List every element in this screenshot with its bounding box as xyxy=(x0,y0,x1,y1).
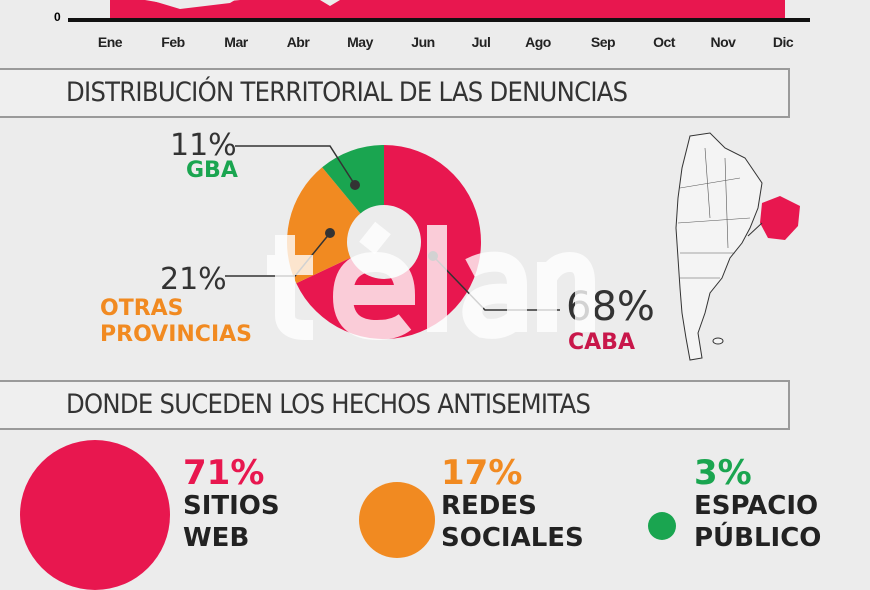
espacio-line1: ESPACIO xyxy=(694,491,819,521)
argentina-map xyxy=(675,132,800,361)
x-tick-label: Oct xyxy=(653,34,675,50)
x-tick-label: Sep xyxy=(590,34,616,50)
section-title: DONDE SUCEDEN LOS HECHOS ANTISEMITAS xyxy=(66,389,591,420)
y-tick-label: 0 xyxy=(54,10,61,24)
leader-dot xyxy=(350,180,360,190)
otras-label: OTRAS PROVINCIAS xyxy=(100,296,253,347)
sitios-line1: SITIOS xyxy=(183,491,280,521)
x-tick-label: May xyxy=(347,34,373,50)
area-gap xyxy=(150,0,235,9)
redes-line2: SOCIALES xyxy=(441,523,584,553)
leader-line xyxy=(235,145,356,186)
area-chart xyxy=(68,0,810,22)
caba-label: CABA xyxy=(568,330,635,355)
redes-line1: REDES xyxy=(441,491,537,521)
redes-pct: 17% xyxy=(441,453,523,493)
x-tick-label: Nov xyxy=(710,34,736,50)
x-tick-label: Abr xyxy=(286,34,310,50)
leader-line xyxy=(432,255,560,311)
gba-label: GBA xyxy=(186,158,238,183)
leader-dot xyxy=(325,228,335,238)
x-tick-label: Jun xyxy=(411,34,435,50)
bubble-espacio-publico xyxy=(648,512,676,540)
x-tick-label: Jul xyxy=(471,34,491,50)
espacio-line2: PÚBLICO xyxy=(694,523,822,553)
sitios-pct: 71% xyxy=(183,453,265,493)
caba-region xyxy=(760,196,800,240)
gba-pct: 11% xyxy=(170,128,237,163)
section-title-box: DISTRIBUCIÓN TERRITORIAL DE LAS DENUNCIA… xyxy=(0,68,790,118)
section-title: DISTRIBUCIÓN TERRITORIAL DE LAS DENUNCIA… xyxy=(66,77,628,108)
area-series xyxy=(110,0,785,19)
sitios-line2: WEB xyxy=(183,523,250,553)
x-tick-label: Ene xyxy=(97,34,123,50)
donut-slice-otras-provincias xyxy=(287,167,361,284)
x-tick-label: Dic xyxy=(772,34,794,50)
section-title-box: DONDE SUCEDEN LOS HECHOS ANTISEMITAS xyxy=(0,380,790,430)
x-tick-label: Mar xyxy=(224,34,248,50)
bubble-redes-sociales xyxy=(359,482,435,558)
watermark-logo xyxy=(267,221,595,341)
x-tick-label: Feb xyxy=(161,34,185,50)
espacio-pct: 3% xyxy=(694,453,752,493)
donut-slice-gba xyxy=(322,145,384,214)
otras-pct: 21% xyxy=(160,262,227,297)
bubble-sitios-web xyxy=(20,440,170,590)
x-tick-label: Ago xyxy=(525,34,551,50)
